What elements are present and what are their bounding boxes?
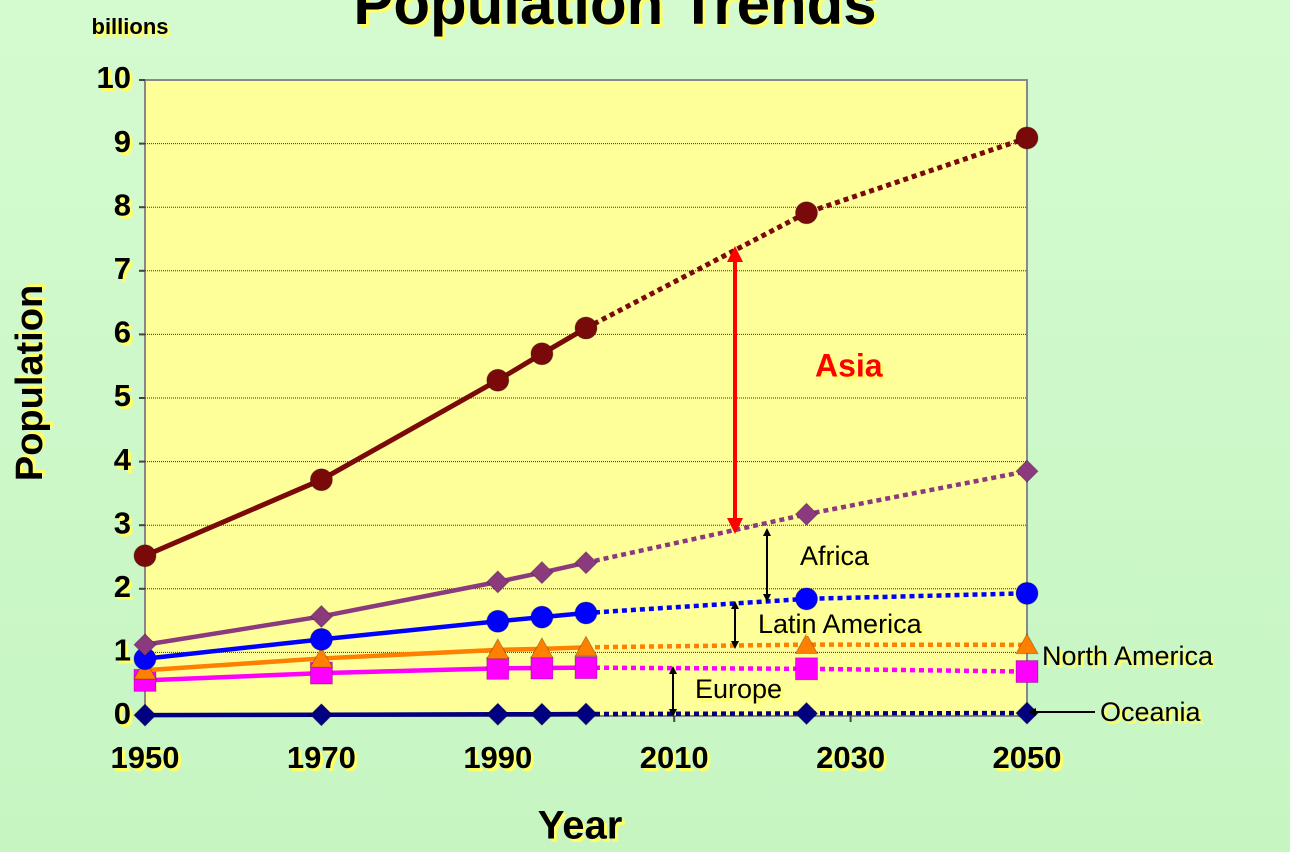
data-point [574, 551, 598, 575]
data-point [795, 201, 818, 225]
y-tick-label: 0 [114, 696, 131, 731]
data-point [133, 544, 157, 568]
y-axis-label: Population [9, 285, 51, 481]
series-label: Asia [815, 347, 883, 383]
data-point [309, 604, 334, 629]
series-line [144, 711, 587, 718]
data-point [574, 635, 598, 657]
unit-label: billions [92, 14, 169, 39]
y-tick-label: 2 [114, 569, 131, 604]
data-point [486, 570, 510, 594]
data-point [795, 587, 818, 611]
data-point [574, 702, 598, 726]
data-point [309, 627, 333, 651]
y-tick-label: 7 [114, 251, 131, 286]
data-point [530, 560, 554, 585]
data-point [1015, 660, 1039, 684]
y-tick-label: 6 [114, 315, 131, 350]
data-point [1015, 632, 1039, 655]
series-label: North America [1042, 641, 1214, 671]
y-tick-label: 5 [114, 378, 131, 413]
data-point [794, 632, 819, 654]
data-point [486, 609, 510, 633]
x-tick-label: 2010 [640, 740, 709, 775]
data-point [574, 601, 598, 625]
y-tick-label: 3 [114, 505, 131, 540]
data-point [794, 502, 819, 526]
data-point [309, 703, 334, 727]
series-label: Oceania [1100, 697, 1202, 727]
data-point [133, 703, 157, 727]
data-point [486, 368, 510, 392]
data-point [486, 656, 510, 680]
x-tick-label: 1970 [287, 740, 356, 775]
x-tick-label: 1990 [463, 740, 532, 775]
data-point [794, 701, 819, 726]
data-point [1015, 126, 1039, 150]
y-tick-label: 9 [114, 124, 131, 159]
data-point [574, 316, 598, 340]
x-tick-label: 2030 [816, 740, 885, 775]
series-label: Europe [695, 674, 782, 704]
series-line [584, 135, 1028, 331]
data-point [1015, 581, 1039, 605]
data-point [1015, 459, 1039, 483]
data-point [530, 656, 554, 680]
data-point [309, 468, 333, 492]
series-label: Africa [800, 541, 870, 571]
data-point [530, 636, 554, 659]
x-axis-label: Year [538, 804, 623, 848]
data-point [530, 702, 554, 726]
grid [139, 79, 1028, 722]
data-point [574, 656, 598, 680]
data-point [486, 702, 510, 726]
data-point [309, 646, 334, 668]
data-point [530, 605, 554, 629]
y-tick-label: 1 [114, 633, 131, 668]
y-tick-label: 8 [114, 187, 131, 222]
data-point [530, 342, 554, 366]
x-tick-label: 1950 [111, 740, 180, 775]
y-tick-label: 10 [97, 60, 131, 95]
data-point [795, 657, 818, 681]
chart-title: Population Trends [353, 0, 876, 37]
series-label: Latin America [758, 609, 923, 639]
annotations [669, 246, 1095, 717]
y-tick-label: 4 [114, 442, 132, 477]
data-point [485, 637, 510, 660]
data-point [133, 633, 157, 657]
series-lines [133, 126, 1039, 727]
x-tick-label: 2050 [993, 740, 1062, 775]
